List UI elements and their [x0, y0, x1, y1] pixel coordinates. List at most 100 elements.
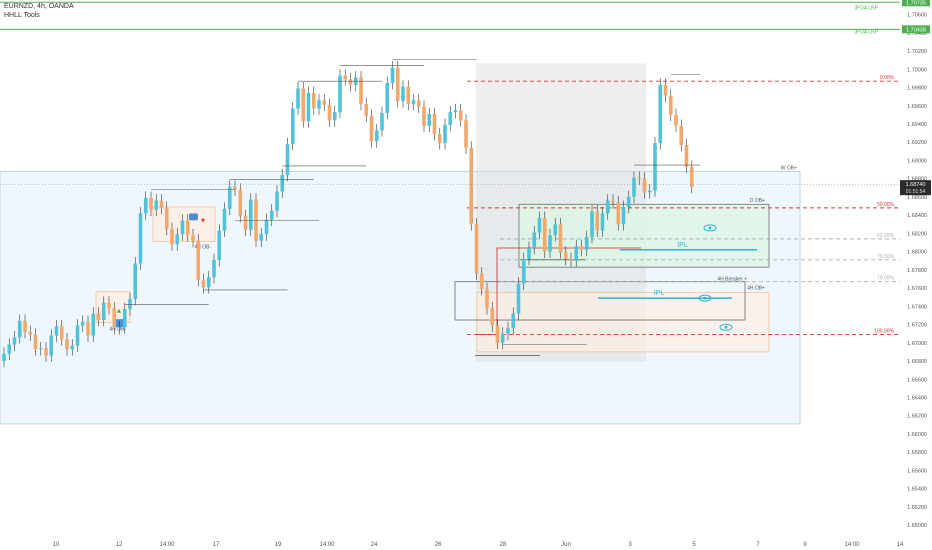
- candle-body: [553, 224, 558, 236]
- candle-body: [416, 100, 421, 107]
- candle-body: [175, 234, 180, 245]
- candle-body: [458, 110, 463, 121]
- x-tick-label: 17: [213, 542, 220, 548]
- current-price-badge: [900, 180, 931, 196]
- candle-body: [579, 246, 584, 250]
- candle-body: [122, 309, 127, 328]
- candle-body: [348, 79, 353, 85]
- candle-body: [227, 186, 232, 209]
- candle-body: [23, 320, 27, 332]
- countdown-text: 01:51:54: [906, 189, 926, 195]
- x-tick-label: 24: [371, 542, 378, 548]
- candle-body: [674, 114, 678, 126]
- y-tick-label: 1.69400: [907, 122, 927, 128]
- candle-body: [101, 302, 106, 321]
- candle-body: [422, 106, 426, 126]
- candle-body: [191, 235, 195, 241]
- candle-body: [280, 175, 285, 192]
- breaker-label: 4H Breaker +: [717, 277, 747, 283]
- candle-body: [574, 246, 579, 261]
- candle-body: [369, 115, 374, 142]
- candle-body: [642, 178, 647, 193]
- candle-body: [511, 313, 516, 329]
- y-tick-label: 1.66800: [907, 359, 927, 365]
- candle-body: [432, 113, 437, 135]
- candle-body: [616, 202, 621, 225]
- candle-body: [453, 110, 458, 113]
- candle-body: [637, 177, 642, 179]
- fib-level-label: 62.00%: [877, 233, 895, 239]
- candle-body: [285, 144, 290, 176]
- candle-body: [217, 230, 222, 260]
- y-tick-label: 1.66000: [907, 432, 927, 438]
- h4-ob-plus-label: 4H OB+: [747, 286, 765, 292]
- fib-level-label: 79.00%: [877, 276, 895, 282]
- candle-body: [44, 348, 48, 356]
- candle-body: [59, 326, 64, 340]
- eye-icon: [724, 325, 728, 329]
- candle-body: [201, 279, 206, 288]
- candle-body: [17, 320, 22, 338]
- candle-body: [107, 302, 111, 309]
- y-tick-label: 1.70000: [907, 67, 927, 73]
- candle-body: [374, 130, 379, 142]
- up-arrow-icon: [117, 308, 121, 313]
- candle-body: [653, 143, 657, 191]
- candle-body: [296, 88, 300, 109]
- candle-body: [469, 147, 474, 225]
- candle-body: [170, 228, 174, 245]
- candle-body: [558, 224, 563, 253]
- candle-body: [590, 211, 594, 238]
- y-tick-label: 1.69800: [907, 86, 927, 92]
- candle-body: [7, 344, 12, 354]
- candle-body: [569, 258, 573, 261]
- candle-body: [611, 200, 615, 203]
- x-tick-label: 3: [628, 542, 632, 548]
- candle-body: [474, 224, 479, 274]
- candle-body: [395, 67, 400, 102]
- candle-body: [364, 103, 369, 116]
- candle-body: [500, 333, 505, 343]
- price-badge: [902, 25, 930, 34]
- eye-icon: [719, 323, 733, 331]
- candle-body: [443, 124, 447, 144]
- fib-level-label: 100.00%: [874, 329, 894, 335]
- y-tick-label: 1.70200: [907, 49, 927, 55]
- candle-body: [248, 199, 253, 230]
- candle-body: [327, 104, 332, 121]
- fib-level-label: 70.50%: [877, 254, 895, 260]
- candle-body: [38, 348, 43, 350]
- x-tick-label: 28: [500, 542, 507, 548]
- candle-body: [506, 328, 510, 334]
- candle-body: [212, 259, 216, 278]
- ipl-label: IPL: [677, 242, 688, 249]
- candle-body: [196, 240, 201, 280]
- candle-body: [65, 339, 69, 350]
- lrp-label: 3FDA LRP: [854, 29, 878, 35]
- candle-body: [243, 216, 248, 230]
- candle-body: [49, 335, 54, 356]
- x-tick-label: 7: [756, 542, 760, 548]
- candle-body: [542, 217, 547, 252]
- candle-body: [154, 200, 159, 210]
- candle-body: [537, 217, 542, 233]
- candle-body: [401, 86, 405, 102]
- candle-body: [689, 166, 694, 187]
- candle-body: [338, 75, 342, 113]
- candle-body: [86, 321, 90, 336]
- candle-body: [128, 299, 132, 310]
- candle-body: [390, 67, 395, 83]
- candle-body: [532, 232, 537, 248]
- candle-body: [222, 208, 227, 231]
- weekly-ob-label: W OB+: [781, 165, 797, 171]
- candle-body: [332, 112, 337, 121]
- x-tick-label: 9: [803, 542, 807, 548]
- candle-body: [91, 313, 96, 336]
- candle-body: [264, 219, 269, 235]
- candle-body: [311, 92, 316, 109]
- candle-body: [621, 206, 626, 225]
- eye-icon: [698, 294, 712, 302]
- candle-body: [406, 86, 411, 104]
- candle-body: [563, 252, 568, 259]
